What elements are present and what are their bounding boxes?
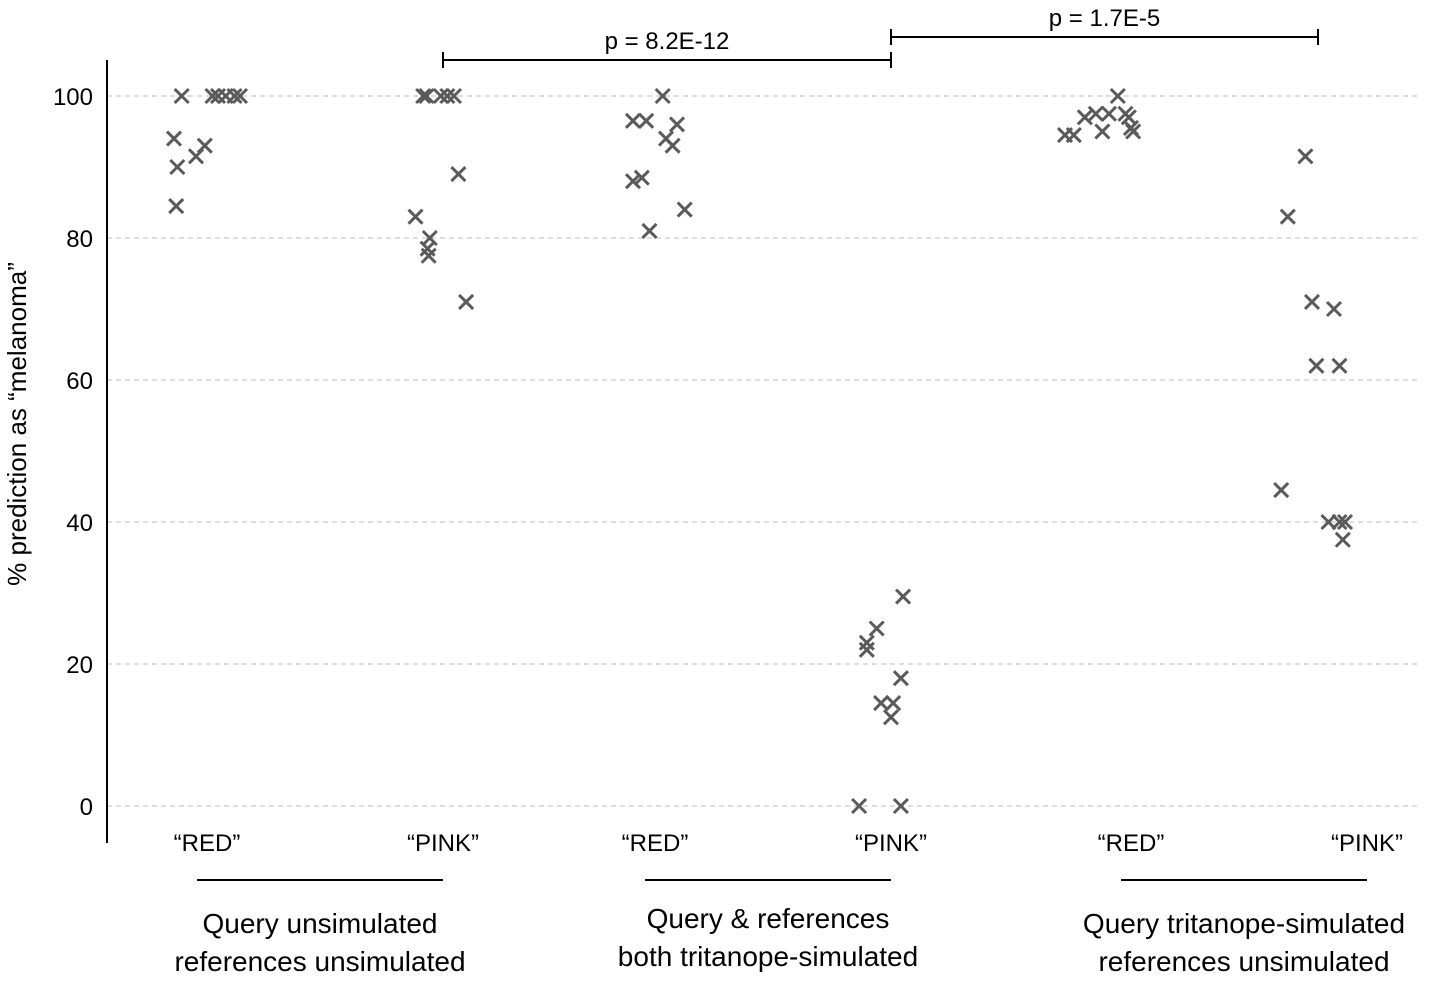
data-point-5-0 (1273, 481, 1290, 499)
data-point-1-5 (420, 247, 437, 264)
category-label-0: “RED” (174, 830, 241, 857)
p-value-label-0: p = 8.2E-12 (605, 28, 730, 55)
data-point-5-6 (1325, 300, 1343, 318)
significance-bracket-1 (890, 29, 1319, 45)
data-point-3-4 (873, 694, 890, 712)
significance-bracket-0 (442, 52, 892, 68)
data-point-0-2 (168, 197, 185, 215)
significance-annotations: p = 8.2E-12 p = 1.7E-5 (442, 5, 1319, 68)
data-point-4-6 (1109, 87, 1126, 105)
group-label-1: Query & references both tritanope-simulat… (618, 903, 918, 972)
data-point-1-9 (450, 166, 467, 183)
data-point-0-10 (231, 87, 249, 105)
data-point-3-5 (885, 694, 902, 712)
data-point-4-3 (1087, 105, 1104, 122)
data-point-3-2 (858, 641, 875, 658)
data-point-0-6 (204, 87, 221, 105)
data-point-2-1 (624, 173, 642, 190)
data-point-3-8 (892, 670, 909, 687)
data-point-3-9 (895, 588, 912, 605)
data-points (165, 87, 1354, 815)
data-point-5-3 (1303, 293, 1321, 310)
data-point-0-0 (165, 130, 183, 147)
data-point-2-9 (676, 201, 693, 218)
p-value-label-1: p = 1.7E-5 (1049, 5, 1160, 32)
data-point-0-3 (173, 87, 190, 105)
category-label-2: “RED” (622, 830, 689, 857)
group-labels: Query unsimulated references unsimulated Q… (174, 879, 1405, 977)
data-point-1-1 (415, 87, 432, 105)
data-point-3-6 (882, 709, 900, 726)
data-point-3-0 (851, 797, 868, 815)
data-point-5-4 (1308, 357, 1325, 374)
grid-lines (107, 95, 1418, 807)
data-point-4-2 (1076, 109, 1093, 126)
y-tick-label-40: 40 (66, 510, 93, 537)
category-label-1: “PINK” (407, 830, 479, 857)
data-point-5-9 (1334, 531, 1351, 548)
data-point-2-3 (638, 112, 655, 129)
data-point-5-2 (1297, 148, 1314, 165)
data-point-5-10 (1336, 513, 1354, 531)
data-point-5-1 (1279, 208, 1296, 225)
data-point-5-7 (1331, 513, 1348, 531)
y-tick-label-60: 60 (66, 368, 93, 395)
data-point-4-5 (1100, 105, 1118, 122)
y-tick-labels: 0 20 40 60 80 100 (53, 84, 93, 821)
category-labels: “RED” “PINK” “RED” “PINK” “RED” “PINK” (174, 830, 1403, 857)
data-point-4-10 (1125, 123, 1142, 140)
group-label-0: Query unsimulated references unsimulated (174, 908, 465, 977)
y-tick-label-20: 20 (66, 652, 93, 679)
data-point-1-0 (407, 208, 424, 225)
y-tick-label-80: 80 (66, 226, 93, 253)
data-point-1-2 (418, 87, 435, 105)
group-label-2: Query tritanope-simulated references unsi… (1083, 908, 1405, 977)
data-point-0-5 (196, 137, 213, 154)
y-tick-label-0: 0 (80, 794, 93, 821)
category-label-3: “PINK” (855, 830, 927, 857)
data-point-4-1 (1065, 126, 1082, 144)
data-point-1-8 (445, 87, 463, 105)
data-point-3-7 (892, 797, 909, 815)
data-point-3-3 (868, 620, 885, 637)
y-axis-label: % prediction as “melanoma” (2, 262, 32, 586)
data-point-0-9 (226, 87, 243, 105)
category-label-5: “PINK” (1331, 830, 1403, 857)
data-point-2-8 (668, 116, 686, 133)
data-point-2-5 (654, 87, 671, 105)
data-point-2-4 (641, 222, 658, 239)
data-point-2-0 (624, 112, 642, 129)
data-point-3-1 (858, 634, 875, 651)
data-point-1-7 (439, 87, 456, 105)
data-point-0-1 (169, 158, 186, 176)
data-point-4-4 (1094, 123, 1111, 140)
data-point-1-10 (458, 293, 475, 310)
category-label-4: “RED” (1098, 830, 1165, 857)
data-point-5-8 (1331, 357, 1348, 374)
y-tick-label-100: 100 (53, 84, 93, 111)
data-point-2-2 (633, 169, 650, 186)
data-point-2-7 (664, 137, 681, 154)
data-point-1-6 (432, 87, 449, 105)
